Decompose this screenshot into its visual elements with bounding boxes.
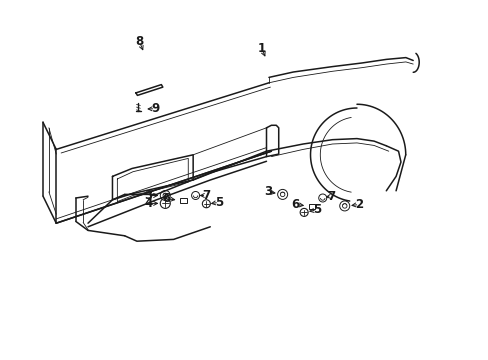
Text: 2: 2 bbox=[355, 198, 363, 211]
Text: 4: 4 bbox=[144, 197, 152, 210]
Text: 6: 6 bbox=[291, 198, 299, 211]
Text: 5: 5 bbox=[312, 203, 320, 216]
Text: 3: 3 bbox=[144, 189, 152, 202]
Text: 3: 3 bbox=[264, 185, 271, 198]
Text: 7: 7 bbox=[202, 189, 210, 202]
Text: 5: 5 bbox=[215, 196, 223, 209]
Text: 1: 1 bbox=[257, 42, 265, 55]
Text: 7: 7 bbox=[327, 190, 335, 203]
Text: 6: 6 bbox=[162, 192, 170, 205]
Text: 9: 9 bbox=[151, 102, 159, 115]
Text: 8: 8 bbox=[135, 35, 143, 48]
